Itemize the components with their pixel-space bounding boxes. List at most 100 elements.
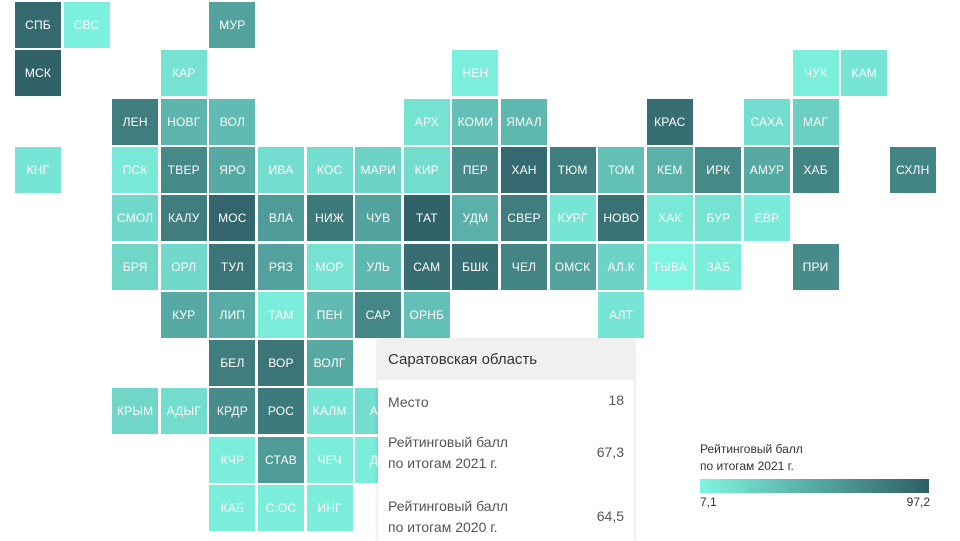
region-tile-мск[interactable]: МСК [15, 50, 61, 97]
region-tile-спб[interactable]: СПБ [15, 2, 61, 48]
region-tile-арх[interactable]: АРХ [403, 98, 450, 145]
region-tile-яро[interactable]: ЯРО [209, 146, 256, 193]
region-tile-орнб[interactable]: ОРНБ [403, 291, 450, 338]
region-tile-вла[interactable]: ВЛА [258, 195, 304, 242]
region-tile-там[interactable]: ТАМ [258, 291, 304, 338]
region-tile-пск[interactable]: ПСК [112, 146, 159, 193]
region-tile-кнг[interactable]: КНГ [15, 146, 61, 193]
region-tile-бшк[interactable]: БШК [452, 243, 499, 290]
region-tile-омск[interactable]: ОМСК [549, 243, 596, 290]
region-tile-ново[interactable]: НОВО [598, 195, 645, 242]
tooltip-label-line: по итогам 2021 г. [388, 455, 498, 471]
region-tile-ряз[interactable]: РЯЗ [258, 243, 304, 290]
region-tile-коми[interactable]: КОМИ [452, 98, 499, 145]
region-tile-ниж[interactable]: НИЖ [306, 195, 353, 242]
region-tile-кам[interactable]: КАМ [841, 50, 888, 97]
region-tile-бур[interactable]: БУР [695, 195, 742, 242]
region-tile-амур[interactable]: АМУР [744, 146, 790, 193]
region-tile-вол[interactable]: ВОЛ [209, 98, 256, 145]
region-tile-евр[interactable]: ЕВР [744, 195, 790, 242]
region-tile-тыва[interactable]: ТЫВА [646, 243, 693, 290]
region-tile-кург[interactable]: КУРГ [549, 195, 596, 242]
region-tile-бря[interactable]: БРЯ [112, 243, 159, 290]
region-tile-тат[interactable]: ТАТ [403, 195, 450, 242]
region-tile-волг[interactable]: ВОЛГ [306, 340, 353, 387]
region-tile-уль[interactable]: УЛЬ [355, 243, 402, 290]
region-tile-кир[interactable]: КИР [403, 146, 450, 193]
region-tile-став[interactable]: СТАВ [258, 436, 304, 483]
tooltip-label-line: Рейтинговый балл [388, 434, 508, 450]
region-tile-маг[interactable]: МАГ [792, 98, 839, 145]
region-tile-ямал[interactable]: ЯМАЛ [501, 98, 547, 145]
tooltip-row-score-2020: Рейтинговый балл по итогам 2020 г. 64,5 [388, 496, 624, 541]
region-tile-новг[interactable]: НОВГ [160, 98, 207, 145]
region-tile-бел[interactable]: БЕЛ [209, 340, 256, 387]
region-tile-свс[interactable]: СВС [63, 2, 110, 48]
region-tile-орл[interactable]: ОРЛ [160, 243, 207, 290]
region-tile-алт[interactable]: АЛТ [598, 291, 645, 338]
region-tile-нен[interactable]: НЕН [452, 50, 499, 97]
region-tile-рос[interactable]: РОС [258, 388, 304, 435]
region-tile-удм[interactable]: УДМ [452, 195, 499, 242]
region-tile-ирк[interactable]: ИРК [695, 146, 742, 193]
region-tile-тул[interactable]: ТУЛ [209, 243, 256, 290]
region-tile-каб[interactable]: КАБ [209, 485, 256, 531]
region-tile-твер[interactable]: ТВЕР [160, 146, 207, 193]
region-tile-кем[interactable]: КЕМ [646, 146, 693, 193]
region-tile-кар[interactable]: КАР [160, 50, 207, 97]
color-legend: Рейтинговый балл по итогам 2021 г. 7,1 9… [700, 441, 930, 511]
legend-labels: 7,1 97,2 [700, 495, 930, 511]
tooltip-row-score-2021: Рейтинговый балл по итогам 2021 г. 67,3 [388, 432, 624, 478]
region-tile-сар[interactable]: САР [355, 291, 402, 338]
region-tile-лен[interactable]: ЛЕН [112, 98, 159, 145]
region-tile-с.ос[interactable]: С.ОС [258, 485, 304, 531]
region-tile-том[interactable]: ТОМ [598, 146, 645, 193]
region-tile-чел[interactable]: ЧЕЛ [501, 243, 547, 290]
region-tile-сам[interactable]: САМ [403, 243, 450, 290]
region-tile-хак[interactable]: ХАК [646, 195, 693, 242]
region-tile-чук[interactable]: ЧУК [792, 50, 839, 97]
region-tile-мари[interactable]: МАРИ [355, 146, 402, 193]
region-tile-пен[interactable]: ПЕН [306, 291, 353, 338]
region-tile-свер[interactable]: СВЕР [501, 195, 547, 242]
legend-max-label: 97,2 [906, 495, 930, 509]
region-tile-кур[interactable]: КУР [160, 291, 207, 338]
region-tile-тюм[interactable]: ТЮМ [549, 146, 596, 193]
legend-title-line: Рейтинговый балл [700, 442, 803, 456]
tooltip-label-line: Рейтинговый балл [388, 498, 508, 514]
region-tile-хан[interactable]: ХАН [501, 146, 547, 193]
region-tile-смол[interactable]: СМОЛ [112, 195, 159, 242]
region-tile-мос[interactable]: МОС [209, 195, 256, 242]
region-tile-саха[interactable]: САХА [744, 98, 790, 145]
region-tile-вор[interactable]: ВОР [258, 340, 304, 387]
region-tile-при[interactable]: ПРИ [792, 243, 839, 290]
region-tile-хаб[interactable]: ХАБ [792, 146, 839, 193]
region-tile-заб[interactable]: ЗАБ [695, 243, 742, 290]
region-tile-крдр[interactable]: КРДР [209, 388, 256, 435]
region-tile-лип[interactable]: ЛИП [209, 291, 256, 338]
region-tile-ал.к[interactable]: АЛ.К [598, 243, 645, 290]
region-tile-адыг[interactable]: АДЫГ [160, 388, 207, 435]
region-tile-чеч[interactable]: ЧЕЧ [306, 436, 353, 483]
legend-gradient-bar [700, 479, 929, 493]
region-tile-крас[interactable]: КРАС [646, 98, 693, 145]
region-tile-инг[interactable]: ИНГ [306, 485, 353, 531]
region-tile-схлн[interactable]: СХЛН [889, 146, 936, 193]
region-tile-мур[interactable]: МУР [209, 2, 256, 48]
region-tile-калу[interactable]: КАЛУ [160, 195, 207, 242]
region-tile-пер[interactable]: ПЕР [452, 146, 499, 193]
legend-min-label: 7,1 [700, 495, 717, 509]
tooltip-value: 67,3 [596, 444, 624, 460]
region-tile-мор[interactable]: МОР [306, 243, 353, 290]
tooltip-label: Место [388, 394, 429, 410]
region-tile-кос[interactable]: КОС [306, 146, 353, 193]
region-tile-кчр[interactable]: КЧР [209, 436, 256, 483]
tooltip-title: Саратовская область [378, 340, 634, 380]
tooltip-value: 64,5 [596, 508, 624, 524]
region-tile-чув[interactable]: ЧУВ [355, 195, 402, 242]
region-tile-калм[interactable]: КАЛМ [306, 388, 353, 435]
region-tile-ива[interactable]: ИВА [258, 146, 304, 193]
region-tile-крым[interactable]: КРЫМ [112, 388, 159, 435]
tooltip-value: 18 [608, 392, 624, 408]
